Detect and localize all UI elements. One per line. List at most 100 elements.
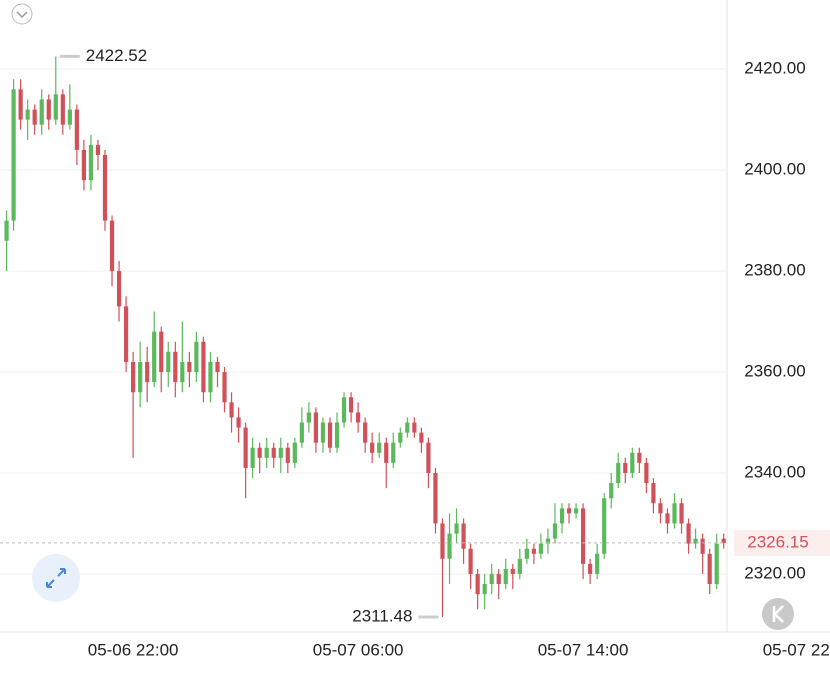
candle-body bbox=[46, 99, 51, 120]
candle-body bbox=[658, 503, 663, 514]
x-tick-label: 05-07 22:00 bbox=[763, 640, 830, 659]
candle-body bbox=[665, 513, 670, 524]
candle-body bbox=[721, 538, 726, 543]
y-tick-label: 2420.00 bbox=[744, 59, 805, 78]
candle-body bbox=[426, 442, 431, 473]
collapse-button[interactable] bbox=[11, 3, 33, 25]
candle-body bbox=[545, 538, 551, 544]
candle-body bbox=[320, 422, 326, 443]
candle-body bbox=[419, 432, 424, 443]
candle-body bbox=[4, 220, 9, 241]
expand-button[interactable] bbox=[32, 554, 80, 602]
kline-circle bbox=[762, 598, 794, 630]
plot bbox=[0, 54, 727, 619]
candle-body bbox=[700, 538, 705, 554]
high-label: 2422.52 bbox=[86, 46, 147, 65]
candle-body bbox=[138, 361, 143, 393]
candle-body bbox=[243, 427, 248, 468]
candle-body bbox=[25, 109, 30, 120]
x-tick-label: 05-06 22:00 bbox=[88, 640, 179, 659]
candle-body bbox=[391, 442, 396, 463]
x-tick-label: 05-07 14:00 bbox=[538, 640, 629, 659]
candle-body bbox=[447, 533, 452, 559]
candle-body bbox=[517, 558, 522, 574]
candle-body bbox=[11, 89, 16, 221]
candle-body bbox=[602, 498, 607, 554]
y-tick-label: 2360.00 bbox=[744, 362, 805, 381]
candle-body bbox=[18, 89, 23, 120]
last-price-box bbox=[734, 529, 830, 556]
candle-body bbox=[250, 447, 255, 468]
candle-body bbox=[510, 568, 515, 574]
candle-body bbox=[475, 573, 480, 595]
candle-body bbox=[566, 508, 572, 514]
candle-body bbox=[398, 432, 403, 443]
candle-body bbox=[482, 584, 487, 595]
candle-body bbox=[60, 94, 65, 125]
candle-body bbox=[377, 442, 382, 453]
low-label: 2311.48 bbox=[352, 606, 412, 625]
candle-body bbox=[405, 422, 410, 433]
candle-body bbox=[686, 523, 691, 544]
candle-body bbox=[67, 109, 72, 125]
candle-body bbox=[552, 523, 558, 539]
candle-body bbox=[609, 483, 614, 499]
candle-body bbox=[299, 422, 304, 443]
candle-body bbox=[327, 422, 333, 448]
candle-body bbox=[39, 99, 44, 125]
candle-body bbox=[644, 462, 649, 484]
candle-body bbox=[32, 109, 37, 125]
candle-body bbox=[116, 271, 122, 307]
candle-body bbox=[370, 442, 375, 453]
last-price-label: 2326.15 bbox=[747, 532, 808, 551]
candle-body bbox=[102, 154, 108, 221]
candle-body bbox=[88, 144, 94, 181]
collapse-icon bbox=[16, 11, 28, 19]
candle-body bbox=[580, 508, 586, 564]
candle-body bbox=[159, 331, 164, 373]
candle-body bbox=[292, 442, 297, 463]
collapse-circle bbox=[11, 3, 33, 25]
candle-body bbox=[208, 361, 213, 393]
kline-button[interactable] bbox=[762, 598, 794, 630]
candle-body bbox=[538, 543, 544, 554]
expand-circle bbox=[32, 554, 80, 602]
candle-body bbox=[313, 412, 319, 443]
candle-body bbox=[454, 523, 459, 534]
candle-body bbox=[503, 568, 508, 585]
candle-body bbox=[257, 447, 262, 458]
candle-body bbox=[53, 94, 58, 120]
candle-body bbox=[341, 397, 347, 423]
candle-body bbox=[679, 503, 684, 524]
candle-body bbox=[173, 351, 178, 383]
candle-body bbox=[95, 144, 101, 155]
candle-body bbox=[123, 306, 129, 362]
candle-body bbox=[630, 452, 635, 473]
candle-body bbox=[131, 361, 136, 393]
candle-body bbox=[496, 573, 501, 585]
candle-body bbox=[201, 341, 206, 393]
candle-body bbox=[334, 422, 340, 448]
candle-body bbox=[595, 553, 600, 574]
candle-body bbox=[559, 508, 565, 524]
candle-body bbox=[384, 442, 389, 463]
candle-body bbox=[693, 538, 698, 544]
candle-body bbox=[356, 412, 361, 423]
candle-body bbox=[264, 447, 269, 458]
candle-body bbox=[573, 508, 579, 514]
candle-body bbox=[222, 372, 227, 403]
candle-body bbox=[707, 553, 712, 585]
candle-body bbox=[588, 563, 593, 574]
candle-body bbox=[109, 220, 115, 272]
candle-body bbox=[623, 462, 628, 473]
candle-body bbox=[468, 548, 473, 574]
y-tick-label: 2340.00 bbox=[744, 462, 805, 481]
candle-body bbox=[145, 361, 150, 383]
grid bbox=[0, 68, 727, 575]
candle-body bbox=[215, 361, 220, 373]
candle-body bbox=[524, 548, 529, 559]
candle-body bbox=[81, 149, 87, 181]
candle-body bbox=[637, 452, 642, 463]
